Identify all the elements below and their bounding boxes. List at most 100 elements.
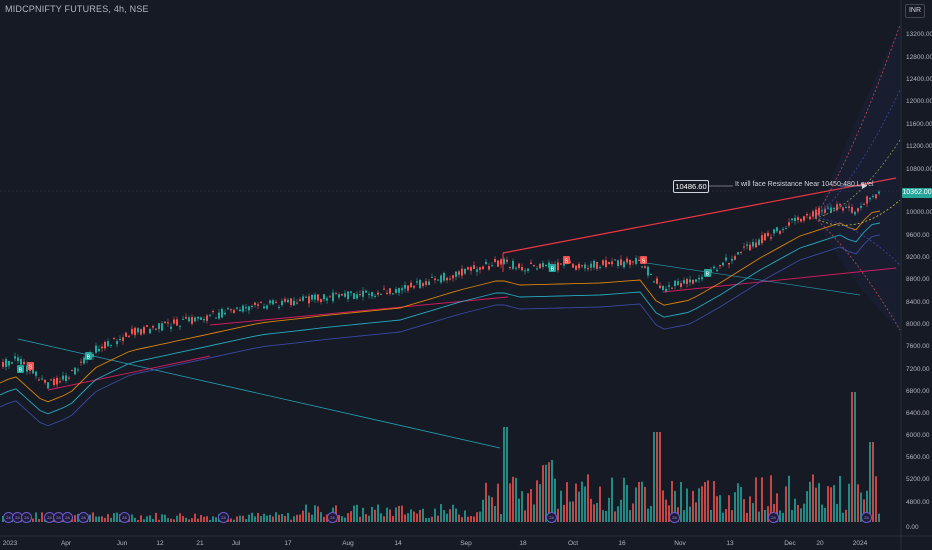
candle bbox=[674, 280, 676, 287]
event-badge[interactable]: 24 bbox=[21, 512, 32, 523]
candle bbox=[530, 262, 532, 264]
annotation-price-box[interactable]: 10486.60 bbox=[673, 180, 709, 193]
candle bbox=[305, 296, 307, 298]
candle bbox=[419, 280, 421, 289]
volume-bar bbox=[824, 507, 826, 522]
event-badge[interactable]: 24 bbox=[546, 512, 557, 523]
event-badge[interactable]: 24 bbox=[119, 512, 130, 523]
volume-bar bbox=[641, 481, 643, 522]
volume-bar bbox=[722, 512, 724, 522]
volume-bar bbox=[212, 516, 214, 522]
candle bbox=[221, 308, 223, 318]
event-badge[interactable]: 24 bbox=[218, 512, 229, 523]
candle bbox=[314, 294, 316, 300]
ema-teal bbox=[0, 222, 881, 415]
signal-marker bbox=[17, 365, 24, 373]
volume-bar bbox=[785, 486, 787, 522]
volume-bar bbox=[779, 510, 781, 522]
candle bbox=[563, 263, 565, 266]
event-badge[interactable]: 24 bbox=[669, 512, 680, 523]
volume-bar bbox=[110, 517, 112, 522]
volume-bar bbox=[377, 504, 379, 522]
candle bbox=[368, 293, 370, 295]
currency-button[interactable]: INR bbox=[905, 4, 925, 18]
candle bbox=[17, 357, 19, 361]
candle bbox=[197, 316, 199, 319]
candle bbox=[809, 216, 811, 220]
volume-bar bbox=[371, 506, 373, 522]
candle bbox=[746, 244, 748, 246]
candle bbox=[242, 305, 244, 312]
event-badge[interactable]: 24 bbox=[62, 512, 73, 523]
candle bbox=[137, 328, 139, 333]
candle bbox=[353, 293, 355, 299]
event-badge[interactable]: 24 bbox=[78, 512, 89, 523]
volume-bar bbox=[278, 514, 280, 522]
volume-bar bbox=[689, 506, 691, 522]
candle bbox=[701, 277, 703, 280]
candle bbox=[758, 239, 760, 246]
candle bbox=[452, 275, 454, 279]
signal-marker bbox=[640, 256, 647, 264]
candle bbox=[164, 321, 166, 324]
candle bbox=[38, 379, 40, 381]
candle bbox=[383, 288, 385, 290]
volume-bar bbox=[794, 498, 796, 522]
candle bbox=[143, 327, 145, 334]
volume-bar bbox=[161, 514, 163, 522]
volume-bar bbox=[632, 503, 634, 522]
event-badge[interactable]: 24 bbox=[861, 512, 872, 523]
candle bbox=[629, 259, 631, 265]
volume-bar bbox=[740, 486, 742, 522]
volume-bar bbox=[248, 514, 250, 522]
candle bbox=[785, 228, 787, 230]
event-badge[interactable]: 24 bbox=[327, 512, 338, 523]
volume-bar bbox=[140, 515, 142, 522]
price-tick-label: 11600.00 bbox=[906, 121, 932, 128]
candle bbox=[860, 206, 862, 208]
price-tick-label: 6800.00 bbox=[906, 388, 930, 395]
volume-bar bbox=[194, 513, 196, 522]
volume-bar bbox=[629, 510, 631, 522]
volume-bar bbox=[725, 509, 727, 522]
volume-bar bbox=[452, 504, 454, 522]
price-tick-label: 10000.00 bbox=[906, 209, 932, 216]
volume-bar bbox=[671, 480, 673, 522]
candle bbox=[512, 260, 514, 269]
candle bbox=[101, 346, 103, 349]
volume-bar bbox=[89, 514, 91, 522]
volume-bar bbox=[272, 516, 274, 522]
candle bbox=[608, 262, 610, 264]
volume-bar bbox=[347, 513, 349, 522]
candle bbox=[113, 337, 115, 339]
volume-bar bbox=[812, 474, 814, 522]
price-tick-label: 6000.00 bbox=[906, 432, 930, 439]
candle bbox=[341, 294, 343, 296]
candle bbox=[428, 281, 430, 285]
trend-line-channel bbox=[639, 261, 861, 296]
event-badge[interactable]: 24 bbox=[768, 512, 779, 523]
annotation-text[interactable]: It will face Resistance Near 10450-480 L… bbox=[735, 181, 874, 188]
volume-bar bbox=[338, 514, 340, 522]
volume-bar bbox=[215, 517, 217, 522]
volume-bar bbox=[551, 459, 553, 522]
candle bbox=[311, 294, 313, 300]
candle bbox=[266, 305, 268, 309]
volume-bar bbox=[527, 493, 529, 522]
volume-bar bbox=[650, 505, 652, 522]
price-tick-label: 12000.00 bbox=[906, 98, 932, 105]
candle bbox=[461, 268, 463, 276]
volume-bar bbox=[257, 512, 259, 522]
candle bbox=[374, 295, 376, 297]
candle bbox=[167, 322, 169, 324]
candle bbox=[653, 281, 655, 283]
candle bbox=[128, 335, 130, 337]
volume-bar bbox=[173, 519, 175, 522]
candle bbox=[53, 378, 55, 386]
volume-bar bbox=[146, 516, 148, 522]
volume-bar bbox=[191, 518, 193, 522]
candle bbox=[440, 275, 442, 283]
candle bbox=[320, 299, 322, 302]
price-tick-label: 5200.00 bbox=[906, 476, 930, 483]
